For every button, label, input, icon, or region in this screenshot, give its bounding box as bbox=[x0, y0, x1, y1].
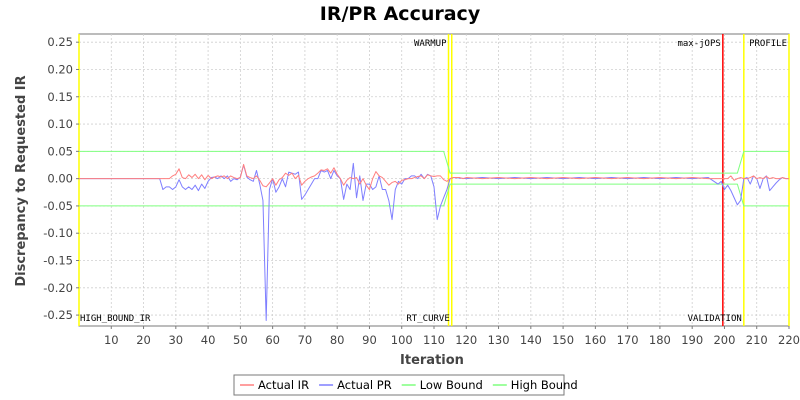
x-tick-label: 190 bbox=[681, 333, 703, 347]
series-line-low-bound bbox=[79, 183, 789, 207]
legend-label: Actual PR bbox=[337, 378, 392, 392]
y-axis-label: Discrepancy to Requested IR bbox=[14, 75, 29, 286]
event-markers: HIGH_BOUND_IR WARMUP RT_CURVE max-jOPS VALID… bbox=[78, 34, 790, 326]
legend: Actual IR Actual PR Low Bound High Bound bbox=[233, 374, 578, 396]
marker-label: WARMUP bbox=[414, 39, 447, 49]
x-tick-label: 180 bbox=[649, 333, 671, 347]
x-tick-label: 160 bbox=[584, 333, 606, 347]
legend-label: Low Bound bbox=[420, 378, 483, 392]
x-tick-label: 90 bbox=[362, 333, 377, 347]
marker-label: RT_CURVE bbox=[406, 314, 449, 324]
y-tick-label: 0.15 bbox=[47, 90, 73, 104]
x-tick-label: 80 bbox=[330, 333, 345, 347]
x-tick-label: 50 bbox=[233, 333, 248, 347]
y-tick-label: -0.15 bbox=[43, 254, 73, 268]
x-tick-label: 60 bbox=[265, 333, 280, 347]
series-line-actual-ir bbox=[79, 163, 789, 191]
y-tick-label: -0.05 bbox=[43, 199, 73, 213]
y-axis-ticks: 0.25 0.20 0.15 0.10 0.05 0.00 -0.05 -0.10 -0.15 -… bbox=[43, 35, 79, 322]
y-tick-label: 0.05 bbox=[47, 144, 73, 158]
x-tick-label: 10 bbox=[104, 333, 119, 347]
x-axis-ticks: 10 20 30 40 50 60 70 80 90 100 110 120 130 140 150 160 1… bbox=[104, 326, 800, 347]
x-axis-label: Iteration bbox=[400, 353, 464, 368]
y-tick-label: -0.20 bbox=[43, 281, 73, 295]
series-line-high-bound bbox=[79, 150, 789, 174]
x-tick-label: 150 bbox=[552, 333, 574, 347]
y-tick-label: 0.00 bbox=[47, 172, 73, 186]
marker-label: VALIDATION bbox=[688, 314, 742, 324]
legend-label: High Bound bbox=[511, 378, 578, 392]
x-tick-label: 170 bbox=[617, 333, 639, 347]
legend-label: Actual IR bbox=[258, 378, 309, 392]
x-tick-label: 30 bbox=[168, 333, 183, 347]
y-tick-label: 0.25 bbox=[47, 35, 73, 49]
x-tick-label: 200 bbox=[713, 333, 735, 347]
x-tick-label: 110 bbox=[423, 333, 445, 347]
marker-label: max-jOPS bbox=[677, 39, 720, 49]
grid-lines bbox=[79, 34, 790, 326]
x-tick-label: 70 bbox=[298, 333, 313, 347]
chart-title: IR/PR Accuracy bbox=[320, 3, 481, 25]
x-tick-label: 220 bbox=[778, 333, 800, 347]
y-tick-label: 0.10 bbox=[47, 117, 73, 131]
series-layer bbox=[79, 150, 789, 322]
x-tick-label: 210 bbox=[746, 333, 768, 347]
y-tick-label: 0.20 bbox=[47, 62, 73, 76]
marker-label: PROFILE bbox=[749, 39, 787, 49]
series-line-actual-pr bbox=[79, 162, 789, 322]
x-tick-label: 100 bbox=[391, 333, 413, 347]
x-tick-label: 40 bbox=[201, 333, 216, 347]
x-tick-label: 120 bbox=[455, 333, 477, 347]
legend-box bbox=[233, 374, 565, 396]
y-tick-label: -0.10 bbox=[43, 226, 73, 240]
x-tick-label: 20 bbox=[136, 333, 151, 347]
y-tick-label: -0.25 bbox=[43, 308, 73, 322]
x-tick-label: 130 bbox=[488, 333, 510, 347]
marker-label: HIGH_BOUND_IR bbox=[80, 314, 151, 324]
x-tick-label: 140 bbox=[520, 333, 542, 347]
